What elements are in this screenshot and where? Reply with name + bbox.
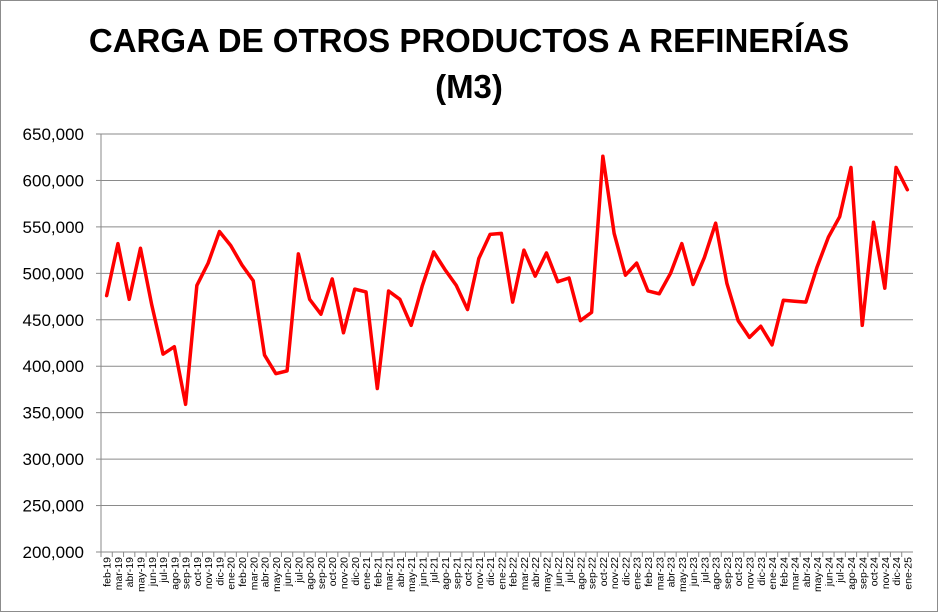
data-series-line (104, 154, 910, 407)
x-tick-label: mar-19 (113, 557, 125, 590)
y-tick-label: 300,000 (23, 450, 84, 469)
x-tick-label: ago-20 (305, 557, 317, 590)
x-tick-label: ene-22 (496, 557, 508, 590)
x-tick-label: jul-21 (429, 557, 441, 584)
y-tick-label: 450,000 (23, 311, 84, 330)
x-tick-label: jul-23 (699, 557, 711, 584)
x-tick-label: sep-19 (181, 557, 193, 589)
y-tick-label: 650,000 (23, 125, 84, 144)
x-tick-label: nov-21 (474, 557, 486, 589)
x-tick-label: oct-21 (463, 557, 475, 586)
x-tick-label: mar-22 (519, 557, 531, 590)
x-tick-label: abr-22 (530, 557, 542, 588)
x-tick-label: feb-20 (237, 557, 249, 587)
x-tick-label: oct-20 (327, 557, 339, 586)
x-tick-label: ago-24 (846, 557, 858, 590)
x-tick-label: feb-24 (778, 557, 790, 587)
x-tick-label: may-21 (406, 557, 418, 592)
x-tick-label: jul-24 (835, 557, 847, 584)
y-tick-label: 200,000 (23, 543, 84, 562)
x-tick-label: oct-24 (869, 557, 881, 586)
x-tick-label: feb-22 (508, 557, 520, 587)
y-tick-label: 250,000 (23, 497, 84, 516)
x-tick-label: feb-21 (372, 557, 384, 587)
x-tick-label: nov-20 (338, 557, 350, 589)
x-tick-label: may-20 (271, 557, 283, 592)
x-tick-label: abr-23 (666, 557, 678, 588)
x-tick-label: jun-23 (688, 557, 700, 587)
x-tick-label: may-19 (135, 557, 147, 592)
x-tick-label: ago-19 (169, 557, 181, 590)
x-tick-label: dic-22 (620, 557, 632, 586)
x-tick-label: sep-22 (587, 557, 599, 589)
x-tick-label: nov-22 (609, 557, 621, 589)
x-tick-label: may-22 (541, 557, 553, 592)
x-tick-label: ene-23 (632, 557, 644, 590)
x-tick-label: mar-24 (790, 557, 802, 590)
y-tick-label: 350,000 (23, 404, 84, 423)
y-tick-label: 550,000 (23, 218, 84, 237)
x-tick-label: nov-23 (744, 557, 756, 589)
x-tick-label: jun-19 (147, 557, 159, 587)
x-tick-label: may-23 (677, 557, 689, 592)
x-tick-label: jul-22 (564, 557, 576, 584)
x-tick-label: ago-21 (440, 557, 452, 590)
x-tick-label: oct-19 (192, 557, 204, 586)
x-tick-label: abr-19 (124, 557, 136, 588)
x-tick-label: abr-24 (801, 557, 813, 588)
x-tick-label: ene-21 (361, 557, 373, 590)
x-tick-label: abr-21 (395, 557, 407, 588)
x-tick-label: sep-23 (722, 557, 734, 589)
x-tick-label: ene-20 (226, 557, 238, 590)
x-tick-label: sep-24 (857, 557, 869, 589)
x-tick-label: sep-21 (451, 557, 463, 589)
x-tick-label: jun-24 (823, 557, 835, 587)
x-tick-label: dic-20 (350, 557, 362, 586)
x-tick-label: jun-21 (417, 557, 429, 587)
x-tick-label: ago-22 (575, 557, 587, 590)
x-tick-label: dic-21 (485, 557, 497, 586)
chart-title: CARGA DE OTROS PRODUCTOS A REFINERÍAS (M… (0, 18, 938, 110)
x-tick-label: jul-19 (158, 557, 170, 584)
x-tick-label: abr-20 (260, 557, 272, 588)
y-tick-label: 400,000 (23, 357, 84, 376)
x-tick-label: nov-24 (880, 557, 892, 589)
x-tick-label: nov-19 (203, 557, 215, 589)
x-tick-label: jul-20 (293, 557, 305, 584)
x-tick-label: feb-19 (102, 557, 114, 587)
x-tick-label: dic-24 (891, 557, 903, 586)
x-tick-label: mar-21 (384, 557, 396, 590)
x-tick-label: feb-23 (643, 557, 655, 587)
y-tick-label: 600,000 (23, 171, 84, 190)
x-tick-label: dic-19 (214, 557, 226, 586)
x-tick-label: dic-23 (756, 557, 768, 586)
x-tick-label: sep-20 (316, 557, 328, 589)
chart-title-main: CARGA DE OTROS PRODUCTOS A REFINERÍAS (88, 22, 850, 59)
x-tick-label: ago-23 (711, 557, 723, 590)
y-tick-label: 500,000 (23, 264, 84, 283)
x-tick-label: may-24 (812, 557, 824, 592)
chart-title-unit: (M3) (435, 68, 503, 105)
x-tick-label: oct-23 (733, 557, 745, 586)
x-tick-label: oct-22 (598, 557, 610, 586)
x-tick-label: ene-25 (902, 557, 914, 590)
x-tick-label: ene-24 (767, 557, 779, 590)
x-tick-label: jun-22 (553, 557, 565, 587)
x-tick-label: mar-23 (654, 557, 666, 590)
x-tick-label: mar-20 (248, 557, 260, 590)
x-tick-label: jun-20 (282, 557, 294, 587)
